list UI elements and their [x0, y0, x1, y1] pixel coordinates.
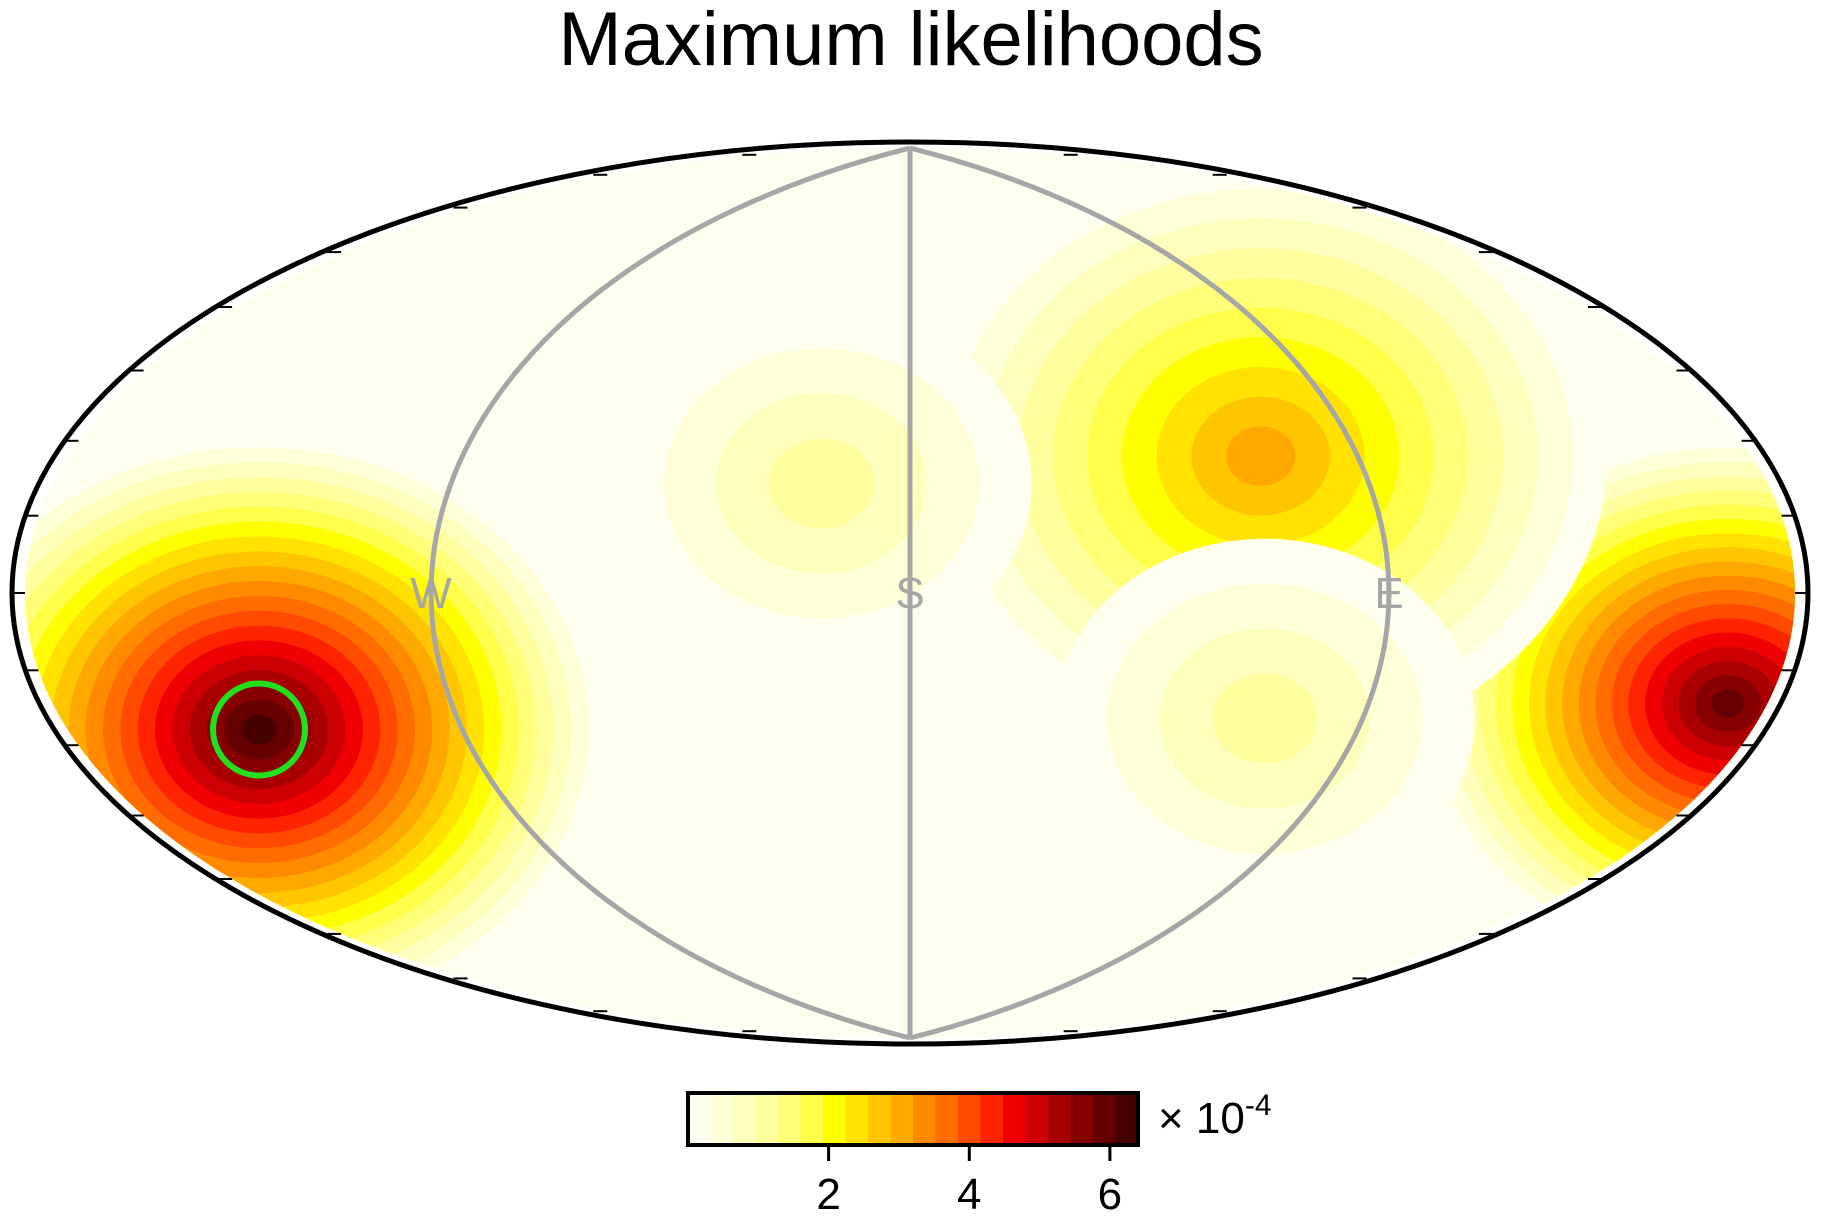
chart-title: Maximum likelihoods: [558, 0, 1264, 82]
colorbar-segment: [755, 1093, 779, 1145]
colorbar-segment: [1093, 1093, 1117, 1145]
colorbar-segment: [778, 1093, 802, 1145]
colorbar: 2 4 6 × 10-4: [686, 1089, 1272, 1219]
hotspot-south-east: [1054, 538, 1475, 899]
compass-label-E: E: [1374, 569, 1403, 618]
colorbar-segment: [1025, 1093, 1049, 1145]
meridian--90: [428, 145, 911, 1041]
colorbar-tick-label: 6: [1098, 1170, 1122, 1219]
colorbar-segment: [688, 1093, 712, 1145]
colorbar-segment: [868, 1093, 892, 1145]
colorbar-segment: [890, 1093, 914, 1145]
colorbar-segment: [710, 1093, 734, 1145]
contour-band: [1711, 689, 1745, 718]
colorbar-segment: [980, 1093, 1004, 1145]
hotspot-center-north: [611, 303, 1032, 664]
colorbar-segment: [913, 1093, 937, 1145]
compass-label-W: W: [410, 569, 452, 618]
graticule: [428, 145, 1392, 1041]
colorbar-segment: [823, 1093, 847, 1145]
contour-band: [769, 438, 874, 529]
colorbar-tick-label: 2: [816, 1170, 840, 1219]
contour-band: [1212, 673, 1318, 764]
likelihood-marker: [210, 680, 308, 779]
colorbar-segment: [800, 1093, 824, 1145]
colorbar-frame: [686, 1091, 1140, 1147]
colorbar-segment: [845, 1093, 869, 1145]
colorbar-segment: [1003, 1093, 1027, 1145]
compass-label-S: S: [895, 569, 924, 618]
colorbar-segment: [733, 1093, 757, 1145]
contour-band: [1226, 426, 1296, 486]
meridian-90: [909, 145, 1392, 1041]
colorbar-scale-label: × 10-4: [1158, 1089, 1272, 1143]
colorbar-segment: [935, 1093, 959, 1145]
colorbar-segment: [958, 1093, 982, 1145]
hotspot-north-east: [914, 159, 1608, 754]
colorbar-segment: [1048, 1093, 1072, 1145]
contour-band: [241, 714, 277, 745]
frame-ticks: [11, 153, 1809, 1033]
colorbar-tick-label: 4: [957, 1170, 981, 1219]
colorbar-segment: [1115, 1093, 1139, 1145]
hotspot-east-limb: [1412, 433, 1795, 974]
colorbar-segment: [1070, 1093, 1094, 1145]
